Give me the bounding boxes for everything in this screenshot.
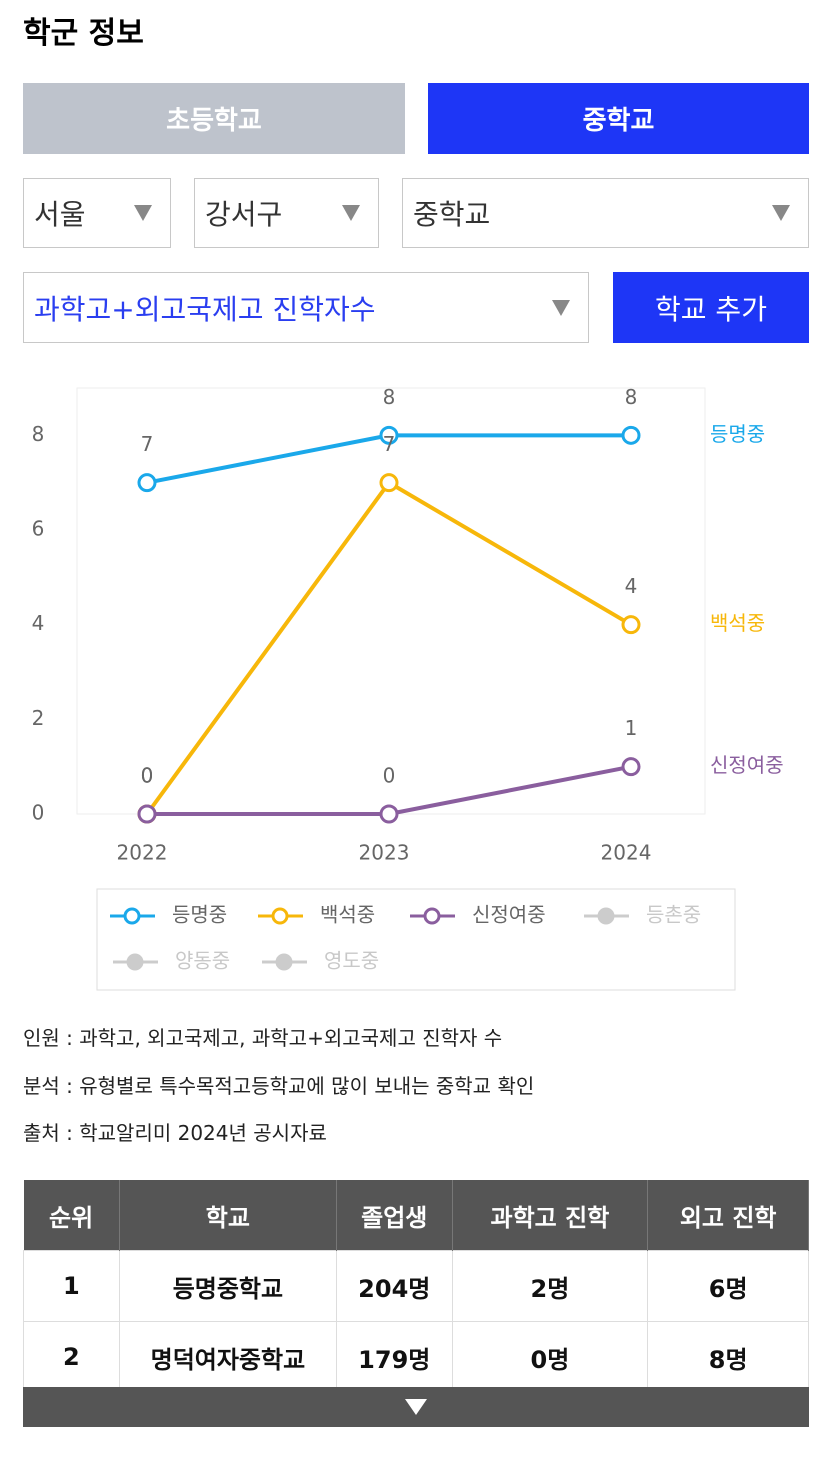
legend-label: 신정여중 [472, 903, 546, 927]
legend-label: 영도중 [324, 949, 379, 973]
page-title: 학군 정보 [23, 16, 144, 51]
data-label: 1 [625, 716, 638, 740]
table-cell: 179명 [336, 1321, 453, 1393]
tab[interactable]: 초등학교 [23, 83, 405, 154]
table-cell: 8명 [647, 1321, 809, 1393]
table-cell: 1 [23, 1250, 120, 1322]
data-label: 7 [383, 432, 396, 456]
legend-label: 백석중 [320, 903, 375, 927]
y-tick-label: 4 [32, 611, 45, 635]
dropdown-arrow [342, 205, 360, 221]
y-tick-label: 6 [32, 517, 45, 541]
data-label: 8 [625, 385, 638, 409]
data-label: 7 [141, 432, 154, 456]
series-end-label: 신정여중 [710, 753, 784, 777]
expand-bar[interactable] [23, 1387, 809, 1427]
table-row: 1 등명중학교 204명 2명 6명 [23, 1250, 809, 1322]
table-cell: 0명 [451, 1321, 649, 1393]
data-point [379, 804, 399, 824]
column-header: 학교 [119, 1180, 338, 1251]
select-value: 서울 [34, 198, 86, 231]
table-row: 2 명덕여자중학교 179명 0명 8명 [23, 1321, 809, 1393]
y-tick-label: 8 [32, 422, 45, 446]
legend-marker [271, 907, 289, 925]
legend-marker [123, 907, 141, 925]
note: 인원 : 과학고, 외고국제고, 과학고+외고국제고 진학자 수 [23, 1026, 503, 1050]
data-point [621, 615, 641, 635]
table-cell: 2명 [451, 1250, 649, 1322]
data-label: 8 [383, 385, 396, 409]
data-point [621, 757, 641, 777]
legend-label: 양동중 [175, 949, 230, 973]
note: 출처 : 학교알리미 2024년 공시자료 [23, 1121, 327, 1145]
legend-label: 등촌중 [646, 903, 701, 927]
header-row: 순위 학교 졸업생 과학고 진학 외고 진학 [23, 1180, 809, 1251]
x-tick-label: 2024 [601, 841, 652, 865]
data-point [379, 473, 399, 493]
data-label: 0 [141, 764, 154, 788]
table-cell: 204명 [336, 1250, 453, 1322]
select[interactable]: 강서구 [194, 178, 379, 248]
x-tick-label: 2022 [117, 841, 168, 865]
dropdown-arrow [134, 205, 152, 221]
table-cell: 2 [23, 1321, 120, 1393]
legend-marker [423, 907, 441, 925]
ranking-table: 순위 학교 졸업생 과학고 진학 외고 진학 1 등명중학교 204명 2명 6명 2 명덕여자중학교… [23, 1180, 809, 1393]
data-label: 4 [625, 574, 638, 598]
x-tick-label: 2023 [359, 841, 410, 865]
table-cell: 등명중학교 [118, 1250, 338, 1322]
column-header: 과학고 진학 [452, 1180, 649, 1251]
column-header: 외고 진학 [647, 1180, 809, 1251]
select[interactable]: 중학교 [402, 178, 809, 248]
column-header: 순위 [23, 1180, 120, 1251]
y-tick-label: 0 [32, 801, 45, 825]
data-label: 0 [141, 764, 154, 788]
expand-arrow [405, 1399, 427, 1415]
select-value: 과학고+외고국제고 진학자수 [34, 292, 376, 326]
table-cell: 명덕여자중학교 [118, 1321, 338, 1393]
y-tick-label: 2 [32, 706, 45, 730]
legend-label: 등명중 [172, 903, 227, 927]
add-button[interactable]: 학교 추가 [613, 272, 809, 343]
dropdown-arrow [552, 299, 570, 316]
table-cell: 6명 [647, 1250, 809, 1322]
legend-marker [126, 953, 144, 971]
data-label: 0 [383, 764, 396, 788]
data-point [621, 425, 641, 445]
select-value: 강서구 [205, 198, 283, 231]
select-value: 중학교 [413, 198, 491, 231]
data-point [137, 804, 157, 824]
select[interactable]: 서울 [23, 178, 171, 248]
column-header: 졸업생 [336, 1180, 453, 1251]
dropdown-arrow [772, 205, 790, 221]
select[interactable]: 과학고+외고국제고 진학자수 [23, 272, 589, 343]
legend-marker [275, 953, 293, 971]
legend-marker [597, 907, 615, 925]
tab-active[interactable]: 중학교 [428, 83, 809, 154]
data-point [137, 473, 157, 493]
series-end-label: 백석중 [710, 611, 765, 635]
note: 분석 : 유형별로 특수목적고등학교에 많이 보내는 중학교 확인 [23, 1074, 535, 1098]
data-point [379, 425, 399, 445]
series-end-label: 등명중 [710, 422, 765, 446]
legend-box [96, 888, 736, 991]
